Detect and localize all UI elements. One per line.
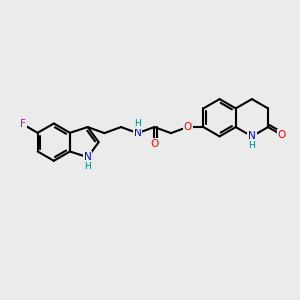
Text: O: O	[278, 130, 286, 140]
Text: H: H	[248, 141, 255, 150]
Text: F: F	[20, 119, 26, 129]
Text: H: H	[84, 162, 91, 171]
Text: O: O	[184, 122, 192, 132]
Text: N: N	[84, 152, 92, 162]
Text: N: N	[248, 131, 256, 141]
Text: H: H	[134, 119, 141, 128]
Text: O: O	[150, 139, 158, 149]
Text: N: N	[134, 128, 142, 138]
